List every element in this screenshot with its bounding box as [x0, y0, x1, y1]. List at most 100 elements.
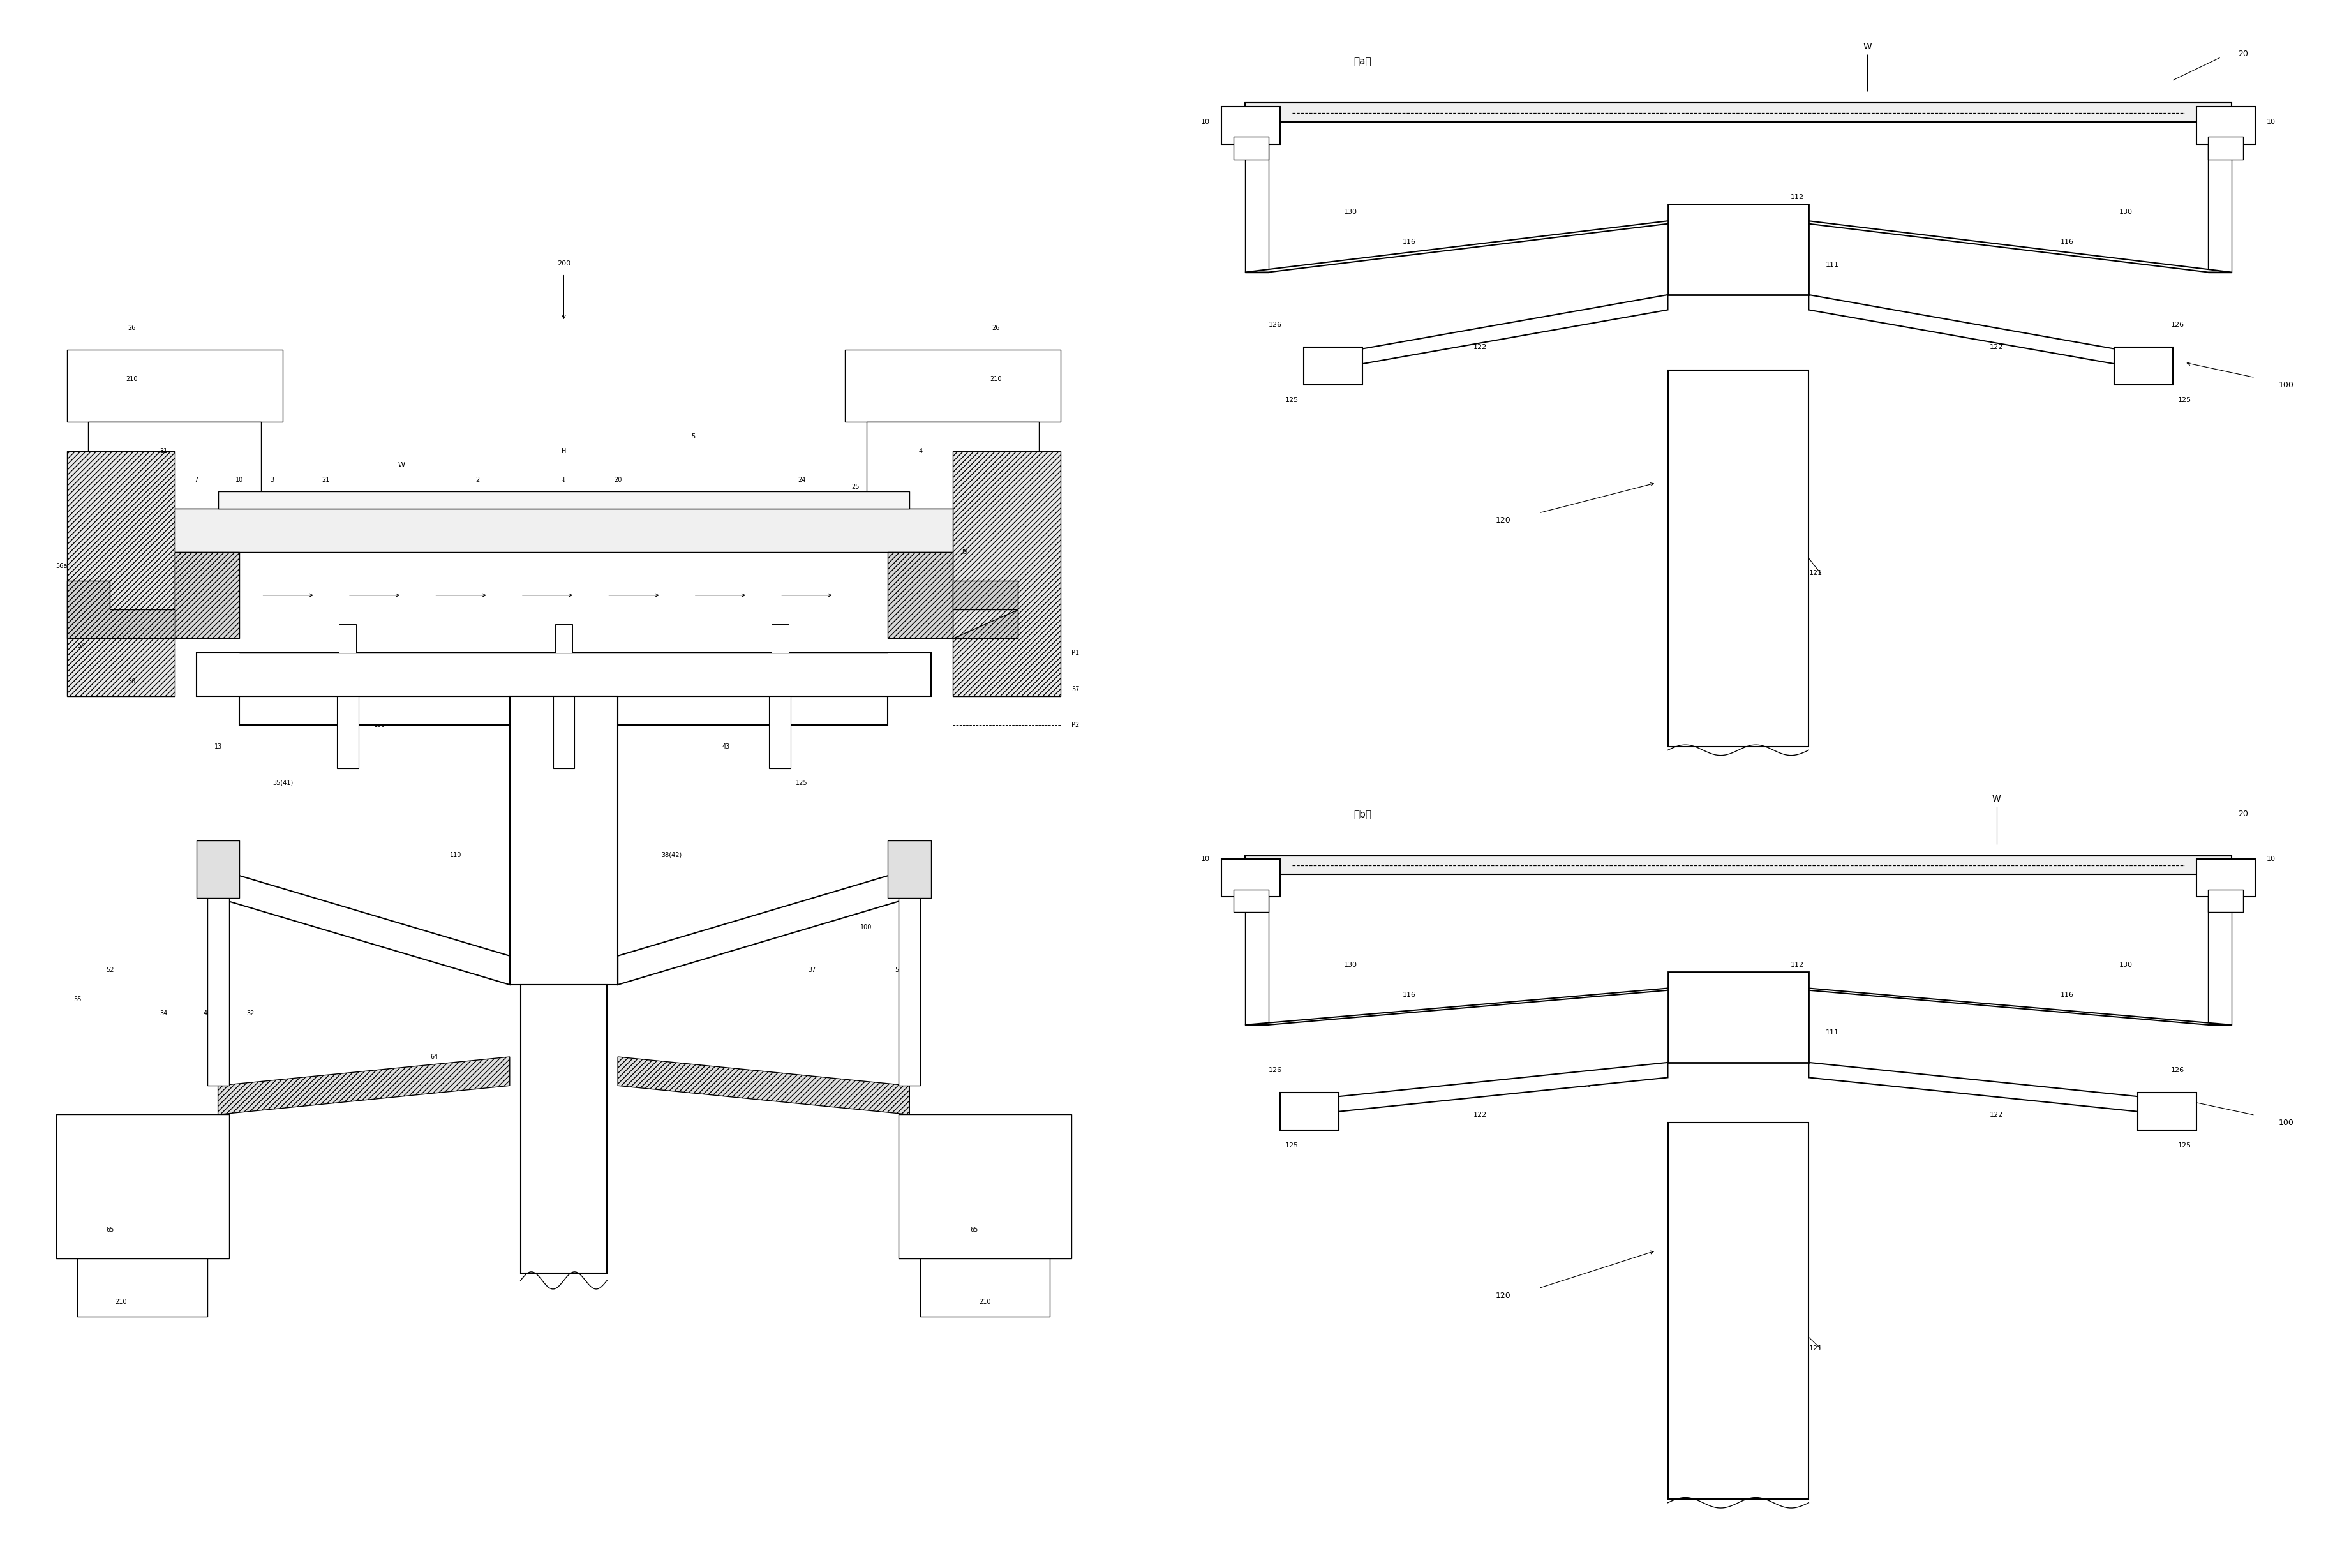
- Text: 61: 61: [559, 1098, 568, 1104]
- Text: 26: 26: [127, 325, 136, 331]
- Text: 120: 120: [1496, 1292, 1510, 1300]
- Text: 10: 10: [235, 477, 244, 483]
- Polygon shape: [954, 580, 1017, 638]
- Bar: [89, 422, 261, 508]
- Text: 35(41): 35(41): [272, 779, 294, 786]
- Text: 116: 116: [2060, 991, 2074, 997]
- Text: 10: 10: [2267, 856, 2276, 862]
- Bar: [2208, 136, 2243, 160]
- Text: 25: 25: [853, 485, 860, 491]
- Text: 100: 100: [2279, 1118, 2293, 1127]
- Text: 126: 126: [2170, 321, 2185, 328]
- Text: 100: 100: [2279, 381, 2293, 389]
- Text: 130: 130: [2119, 961, 2133, 967]
- Text: 122: 122: [1990, 1112, 2004, 1118]
- Text: 39: 39: [961, 549, 968, 555]
- Bar: [78, 1259, 207, 1317]
- Polygon shape: [1245, 220, 1703, 273]
- Text: 4: 4: [918, 448, 923, 455]
- Text: 126: 126: [1268, 1066, 1283, 1073]
- Text: 54: 54: [78, 643, 85, 649]
- Text: 10: 10: [1200, 856, 1210, 862]
- Polygon shape: [1304, 1063, 1668, 1115]
- Bar: [900, 1115, 1071, 1259]
- Text: 2: 2: [474, 477, 479, 483]
- Text: （a）: （a）: [1353, 56, 1372, 66]
- Bar: [554, 624, 573, 652]
- Bar: [888, 840, 930, 898]
- Text: 56a: 56a: [56, 563, 68, 569]
- Text: W: W: [399, 463, 404, 469]
- Polygon shape: [66, 452, 174, 696]
- Bar: [768, 696, 792, 768]
- Text: 121: 121: [1809, 1345, 1823, 1352]
- Bar: [1245, 897, 1268, 1025]
- Text: 125: 125: [2178, 1142, 2192, 1148]
- Polygon shape: [66, 580, 174, 638]
- Text: 122: 122: [1473, 345, 1487, 351]
- Text: 31: 31: [160, 448, 167, 455]
- Polygon shape: [174, 552, 240, 638]
- Polygon shape: [240, 696, 510, 724]
- Polygon shape: [618, 1057, 909, 1115]
- Text: 13: 13: [214, 743, 221, 750]
- Polygon shape: [1245, 988, 1703, 1025]
- Bar: [921, 1259, 1050, 1317]
- Text: 53: 53: [895, 967, 902, 974]
- Text: 121: 121: [1809, 571, 1823, 577]
- Text: 43: 43: [721, 743, 731, 750]
- Text: 112: 112: [1790, 194, 1804, 201]
- Text: 130: 130: [373, 721, 385, 728]
- Polygon shape: [1773, 220, 2232, 273]
- Bar: [1280, 1093, 1339, 1131]
- Bar: [207, 898, 228, 1085]
- Text: 45: 45: [559, 953, 568, 960]
- Bar: [197, 652, 930, 696]
- Text: 63: 63: [559, 1170, 568, 1176]
- Text: 110: 110: [451, 851, 460, 858]
- Text: 10: 10: [2267, 119, 2276, 125]
- Text: 125: 125: [1285, 1142, 1299, 1148]
- Text: 20: 20: [613, 477, 622, 483]
- Text: 64: 64: [430, 1054, 437, 1060]
- Polygon shape: [1809, 295, 2149, 370]
- Text: 210: 210: [115, 1298, 127, 1305]
- Text: 57: 57: [1071, 685, 1081, 691]
- Text: 21: 21: [322, 477, 329, 483]
- Text: 130: 130: [1344, 209, 1358, 215]
- Bar: [1245, 103, 2232, 122]
- Text: 46: 46: [204, 1010, 211, 1016]
- Bar: [552, 696, 576, 768]
- Polygon shape: [954, 452, 1062, 696]
- Bar: [66, 350, 282, 422]
- Text: 52: 52: [106, 967, 113, 974]
- Text: 110: 110: [1579, 314, 1593, 320]
- Bar: [867, 422, 1038, 508]
- Text: 65: 65: [970, 1226, 977, 1232]
- Text: 22: 22: [73, 463, 80, 469]
- Text: 111: 111: [1825, 1029, 1839, 1035]
- Bar: [1668, 1123, 1809, 1499]
- Bar: [197, 840, 240, 898]
- Text: 111: 111: [1825, 262, 1839, 268]
- Bar: [770, 624, 789, 652]
- Text: 210: 210: [124, 376, 139, 383]
- Text: 126: 126: [2170, 1066, 2185, 1073]
- Bar: [1668, 204, 1809, 295]
- Text: 125: 125: [1285, 397, 1299, 403]
- Text: W: W: [1863, 42, 1872, 50]
- Bar: [2196, 107, 2255, 144]
- Polygon shape: [1773, 988, 2232, 1025]
- Text: 122: 122: [1473, 1112, 1487, 1118]
- Bar: [2138, 1093, 2196, 1131]
- Text: 126: 126: [1268, 321, 1283, 328]
- Bar: [56, 1115, 228, 1259]
- Bar: [2208, 144, 2232, 273]
- Text: 116: 116: [590, 721, 601, 728]
- Bar: [1304, 348, 1362, 386]
- Bar: [846, 350, 1062, 422]
- Polygon shape: [618, 696, 888, 724]
- Text: 100: 100: [860, 924, 871, 930]
- Bar: [1245, 144, 1268, 273]
- Text: 125: 125: [796, 779, 808, 786]
